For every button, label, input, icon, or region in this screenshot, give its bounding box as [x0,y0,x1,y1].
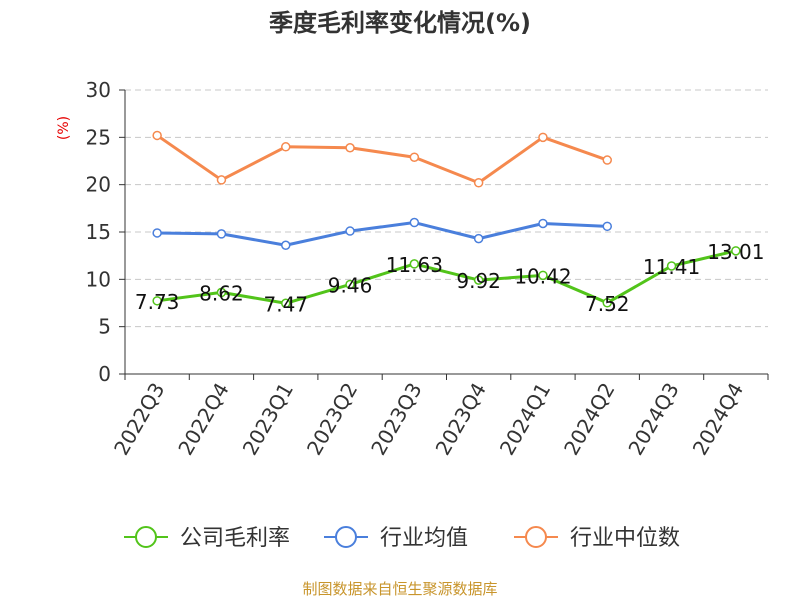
x-tick-label: 2023Q1 [238,379,298,460]
data-point [152,130,162,141]
legend-swatch-marker [135,526,157,548]
y-tick-label: 20 [86,173,111,197]
y-tick-label: 30 [86,78,111,102]
data-point [602,155,612,165]
legend-swatch-marker [525,526,547,548]
y-tick-label: 0 [98,362,111,386]
data-point [602,221,612,232]
x-tick-labels: 2022Q3 2022Q4 2023Q1 2023Q2 2023Q3 2023Q4 2024… [109,379,748,460]
data-label: 13.01 [707,240,764,264]
data-label: 7.52 [585,292,630,316]
series-0 [152,246,741,309]
series-lines [152,130,741,309]
data-point [345,279,355,290]
legend-label: 行业中位数 [570,526,680,551]
series-2 [152,130,612,188]
data-point [473,275,484,285]
data-point [345,142,355,153]
legend-label: 公司毛利率 [180,526,290,551]
legend-item: 行业均值 [324,526,468,551]
data-point [409,217,420,228]
y-tick-label: 15 [86,220,111,244]
data-point [409,259,420,269]
data-point [216,175,227,185]
y-tick-labels: 0 5 10 15 20 25 30 [86,78,111,386]
data-label: 11.63 [386,253,443,277]
data-point [216,229,227,239]
chart-title: 季度毛利率变化情况(%) [269,9,531,37]
data-label: 11.41 [643,255,700,279]
y-tick-label: 25 [86,125,111,149]
x-tick-label: 2024Q2 [559,379,619,460]
legend-swatch-marker [335,526,357,548]
data-point [731,246,741,256]
legend-item: 公司毛利率 [124,526,290,551]
data-point [409,152,420,162]
data-point [602,298,612,308]
series-1 [152,217,612,251]
legend: 公司毛利率 行业均值 行业中位数 [124,526,680,551]
series-line [157,221,608,247]
data-label: 7.47 [263,292,308,316]
data-label: 10.42 [514,264,571,288]
data-point [538,218,548,229]
data-point [473,233,484,244]
data-point [152,228,162,238]
data-point [281,298,291,309]
data-point [345,226,355,236]
data-point [152,296,162,306]
series-line [156,249,737,305]
data-point [216,287,227,298]
legend-label: 行业均值 [380,526,468,551]
series-line [156,134,608,185]
x-tick-label: 2024Q4 [688,379,748,460]
data-point [281,240,291,251]
x-tick-label: 2022Q3 [109,379,169,460]
data-label: 9.92 [456,269,501,293]
data-point [538,132,548,143]
x-tick-label: 2023Q4 [431,379,491,460]
data-label: 8.62 [199,281,244,305]
data-label: 7.73 [135,290,180,314]
y-axis-label: (%) [56,116,72,140]
gridlines [125,89,768,328]
data-labels: 7.73 8.62 7.47 9.46 11.63 9.92 10.42 7.52 11.41 1… [135,240,765,316]
y-tick-label: 5 [98,315,111,339]
x-tick-label: 2023Q3 [366,379,426,460]
data-label: 9.46 [328,273,373,297]
x-tick-label: 2024Q3 [623,379,683,460]
legend-item: 行业中位数 [514,526,680,551]
x-tick-label: 2022Q4 [173,379,233,460]
data-point [281,142,291,152]
y-tick-label: 10 [86,267,111,291]
data-point [666,261,677,271]
axes [119,89,769,380]
data-source-note: 制图数据来自恒生聚源数据库 [302,580,497,598]
x-tick-label: 2023Q2 [302,379,362,460]
x-tick-label: 2024Q1 [495,379,555,460]
data-point [473,178,484,188]
data-point [538,270,548,281]
